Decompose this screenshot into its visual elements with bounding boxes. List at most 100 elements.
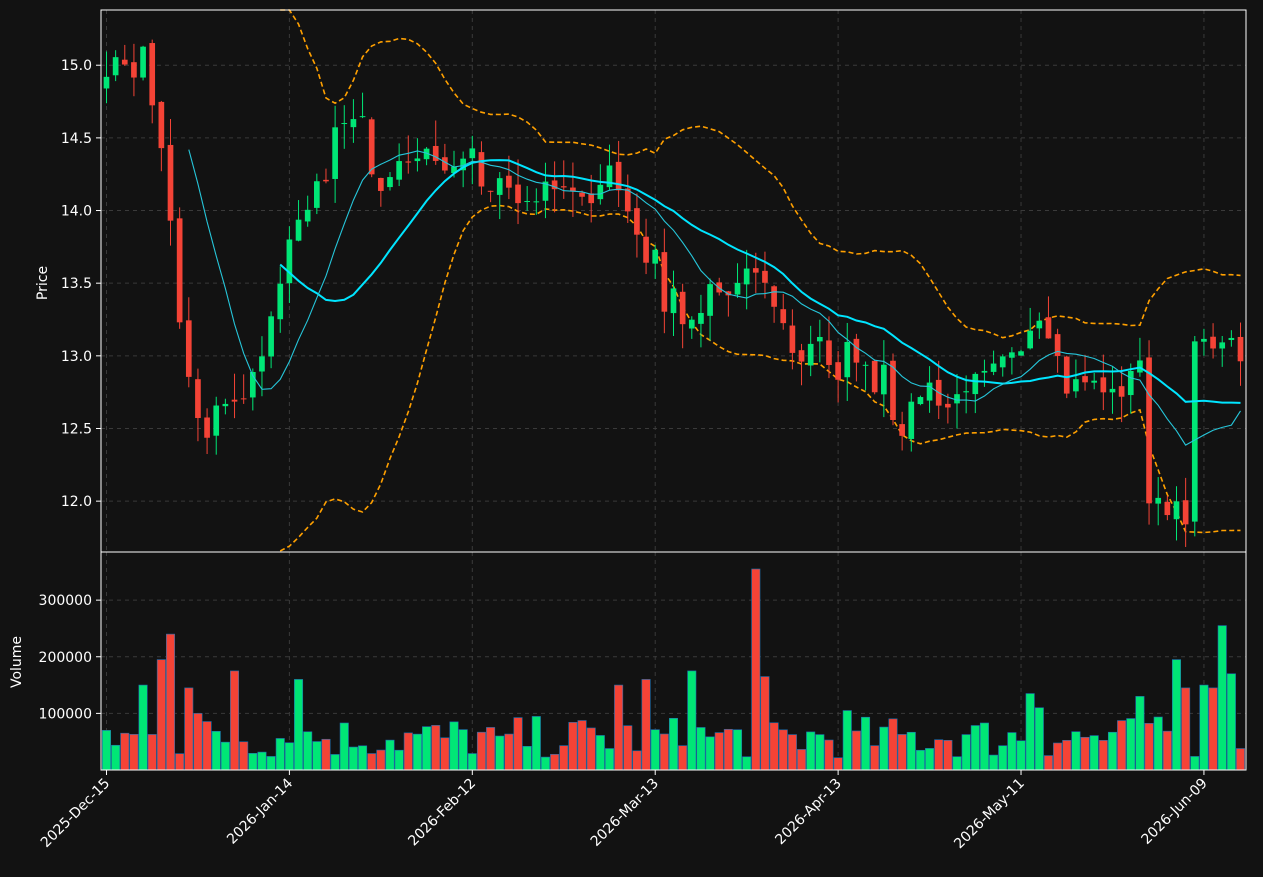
candle-body <box>780 309 787 324</box>
candle-body <box>414 158 421 162</box>
candle-body <box>579 192 585 197</box>
candle-body <box>807 343 814 366</box>
candle-body <box>350 119 357 128</box>
candle-body <box>881 364 887 395</box>
candle-body <box>423 148 430 160</box>
candle-body <box>496 178 503 195</box>
volume-bar <box>787 734 797 771</box>
candle-body <box>378 177 384 191</box>
candle-body <box>478 152 485 187</box>
candle-body <box>524 200 531 202</box>
volume-bar <box>1126 718 1136 771</box>
volume-bar <box>778 729 788 771</box>
candle-body <box>515 184 521 204</box>
candle-body <box>1073 379 1079 392</box>
volume-bar <box>650 729 660 771</box>
volume-bar <box>1034 707 1044 771</box>
panel-frames <box>100 9 1247 771</box>
candle-body <box>204 417 210 438</box>
candle-body <box>1173 501 1180 520</box>
volume-bar <box>723 728 733 771</box>
candle-body <box>469 148 476 159</box>
candle-body <box>286 239 293 284</box>
volume-bar <box>751 568 761 771</box>
volume-bar <box>989 754 999 771</box>
volume-bar <box>504 733 514 771</box>
price-panel: 12.0 12.5 13.0 13.5 14.0 14.5 15.0 Price <box>35 9 1246 552</box>
candle-body <box>963 391 969 393</box>
candle-body <box>149 43 156 106</box>
candle-body <box>405 161 412 163</box>
date-axis: 2025-Dec-15 2026-Jan-14 2026-Feb-12 2026-Ma… <box>38 770 1211 852</box>
volume-bar <box>998 745 1008 771</box>
volume-bar <box>513 717 523 771</box>
price-tick-label: 13.0 <box>61 349 92 365</box>
volume-bar <box>1062 740 1072 771</box>
volume-bar <box>193 713 203 771</box>
candle-body <box>542 181 549 201</box>
candle-body <box>588 193 595 204</box>
candle-body <box>762 270 768 283</box>
ma-layer <box>188 149 1241 446</box>
volume-bar <box>540 756 550 771</box>
volume-bar <box>1226 673 1236 771</box>
candle-body <box>304 209 311 222</box>
candle-body <box>533 201 540 203</box>
volume-bar <box>1117 720 1127 771</box>
volume-bar <box>1171 659 1182 771</box>
candle-body <box>121 59 128 65</box>
volume-bar <box>769 722 779 771</box>
volume-bar <box>797 749 807 771</box>
candle-body <box>1155 497 1162 504</box>
volume-bar <box>952 756 962 771</box>
volume-bar <box>678 745 688 771</box>
candle-body <box>222 403 229 407</box>
volume-bar <box>431 725 441 771</box>
candle-body <box>990 363 997 372</box>
volume-bar <box>1089 735 1099 771</box>
candle-body <box>176 218 183 323</box>
price-tick-label: 14.0 <box>61 204 92 220</box>
volume-bar <box>760 676 770 771</box>
price-tick-label: 13.5 <box>61 276 92 292</box>
volume-bar <box>522 746 532 771</box>
price-tick-label: 14.5 <box>61 131 92 147</box>
candle-body <box>899 424 905 436</box>
volume-bar <box>888 718 898 771</box>
candle-body <box>652 249 659 264</box>
candle-body <box>890 360 896 420</box>
candle-body <box>844 341 851 378</box>
candle-body <box>972 373 979 395</box>
volume-bar <box>1190 756 1200 771</box>
candle-body <box>597 184 604 200</box>
volume-bar <box>230 670 240 771</box>
volume-bar <box>815 734 825 771</box>
volume-bar <box>668 717 679 771</box>
candle-body <box>835 362 841 380</box>
volume-bar <box>312 741 322 771</box>
volume-bar <box>1162 730 1172 771</box>
volume-bar <box>495 735 505 771</box>
volume-tick-label: 100000 <box>39 706 92 722</box>
moving-average-20-line <box>279 159 1241 404</box>
candle-body <box>816 336 823 342</box>
volume-bar <box>970 725 980 771</box>
volume-bar <box>486 727 496 771</box>
volume-bar <box>303 731 313 771</box>
candle-body <box>634 208 640 235</box>
volume-bar <box>696 727 706 771</box>
volume-bar <box>595 735 605 771</box>
volume-panel-frame <box>100 551 1247 771</box>
volume-bar <box>376 749 386 771</box>
volume-axis: 100000 200000 300000 <box>39 593 101 722</box>
candle-body <box>268 316 274 357</box>
candle-body <box>1045 317 1052 339</box>
volume-bar <box>403 732 413 771</box>
candle-body <box>1009 352 1015 358</box>
candle-layer <box>103 39 1244 547</box>
candle-body <box>460 158 466 171</box>
candle-body <box>679 291 686 325</box>
candle-body <box>752 268 759 273</box>
volume-bar <box>330 754 340 771</box>
